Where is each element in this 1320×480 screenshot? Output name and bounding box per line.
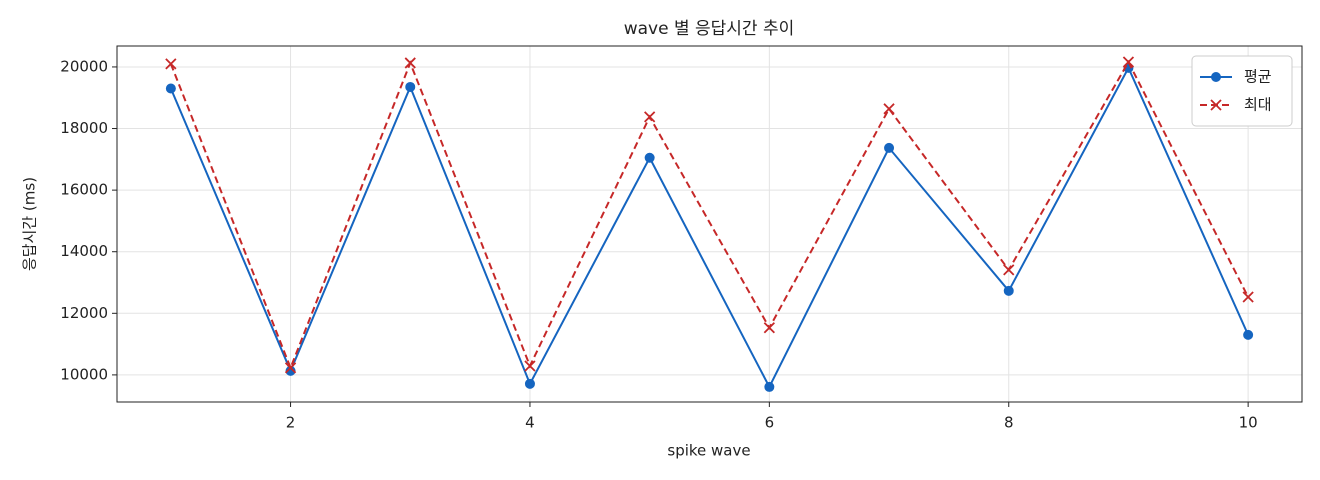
point	[1243, 329, 1254, 340]
point	[405, 81, 416, 92]
point	[644, 111, 656, 123]
point	[764, 381, 775, 392]
y-axis-label: 응답시간 (ms)	[21, 177, 39, 271]
point	[1122, 56, 1135, 68]
point	[524, 360, 536, 372]
point	[1003, 285, 1014, 296]
point	[883, 103, 895, 115]
y-tick-label: 18000	[60, 119, 108, 137]
y-tick-label: 10000	[60, 365, 108, 383]
y-tick-label: 20000	[60, 57, 108, 75]
point	[284, 362, 297, 374]
point	[884, 142, 895, 153]
x-axis-label: spike wave	[667, 442, 750, 460]
point	[404, 57, 416, 69]
y-tick-label: 14000	[60, 242, 108, 260]
point	[524, 378, 535, 389]
legend-label: 평균	[1244, 68, 1272, 86]
x-tick-label: 8	[1004, 414, 1014, 432]
series-line	[169, 65, 1250, 390]
legend-marker	[1211, 72, 1221, 82]
x-tick-label: 2	[286, 414, 296, 432]
legend-label: 최대	[1244, 96, 1272, 114]
point	[165, 58, 177, 70]
point	[165, 83, 176, 94]
x-tick-label: 4	[525, 414, 535, 432]
chart-title: wave 별 응답시간 추이	[624, 19, 795, 39]
point	[763, 322, 775, 334]
point	[285, 365, 296, 376]
x-tick-label: 6	[765, 414, 775, 432]
point	[644, 152, 655, 163]
legend-marker	[1210, 99, 1222, 111]
point	[1242, 291, 1254, 303]
legend-box	[1191, 55, 1293, 127]
plot-frame	[116, 45, 1303, 403]
x-tick-label: 10	[1239, 414, 1258, 432]
point	[1003, 264, 1015, 276]
y-tick-label: 12000	[60, 304, 108, 322]
y-tick-label: 16000	[60, 181, 108, 199]
series-line	[169, 59, 1250, 371]
